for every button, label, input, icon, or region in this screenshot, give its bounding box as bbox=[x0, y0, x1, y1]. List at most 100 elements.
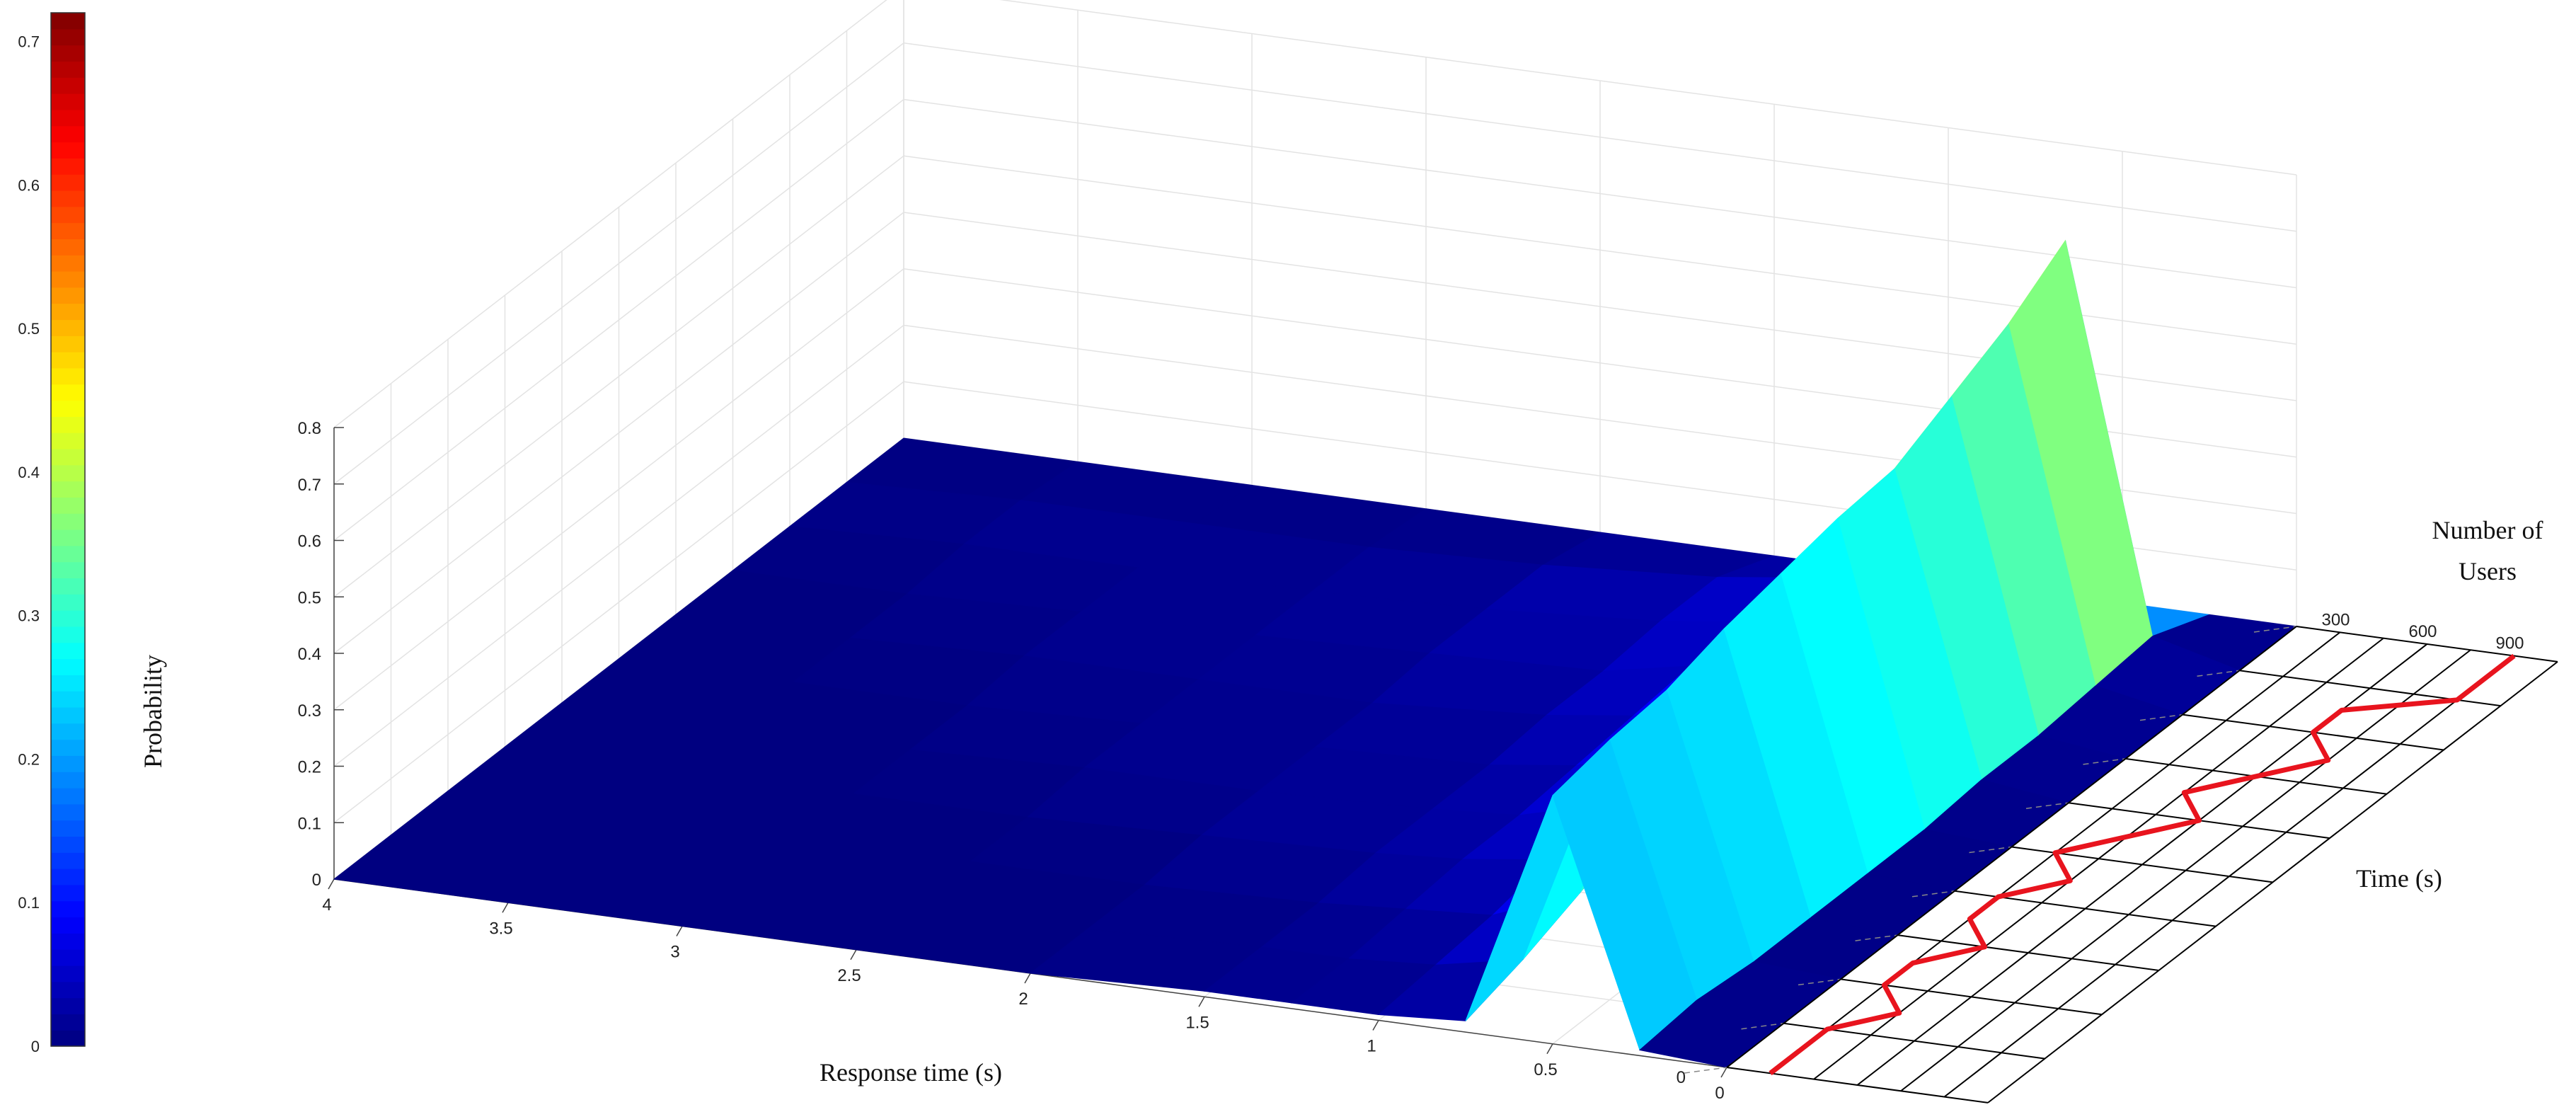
z-tick-label: 0.5 bbox=[298, 588, 321, 607]
x-tick-label: 3.5 bbox=[489, 919, 512, 938]
y-axis-label: Time (s) bbox=[2356, 864, 2442, 893]
colorbar-tick-label: 0.6 bbox=[18, 176, 40, 194]
colorbar-step bbox=[51, 352, 85, 369]
colorbar-step bbox=[51, 513, 85, 530]
z-tick-label: 0.6 bbox=[298, 532, 321, 551]
x-tick-mark bbox=[1720, 1067, 1727, 1078]
floor-connector bbox=[1798, 978, 1841, 986]
colorbar-step bbox=[51, 336, 85, 352]
z-tick-label: 0.1 bbox=[298, 814, 321, 833]
colorbar-step bbox=[51, 869, 85, 885]
x-axis-label: Response time (s) bbox=[820, 1058, 1002, 1087]
colorbar-step bbox=[51, 788, 85, 805]
colorbar-tick-label: 0.1 bbox=[18, 894, 40, 912]
colorbar-step bbox=[51, 28, 85, 46]
floor-connector bbox=[1911, 890, 1955, 898]
colorbar-step bbox=[51, 820, 85, 837]
colorbar-step bbox=[51, 803, 85, 821]
floor-col-line bbox=[1726, 626, 2297, 1068]
x-tick-mark bbox=[1024, 973, 1031, 984]
colorbar-step bbox=[51, 836, 85, 853]
colorbar-step bbox=[51, 222, 85, 239]
z-tick-label: 0.3 bbox=[298, 701, 321, 721]
colorbar-step bbox=[51, 675, 85, 692]
floor-connector bbox=[1969, 846, 2012, 854]
colorbar-step bbox=[51, 367, 85, 385]
floor-connector bbox=[1855, 934, 1898, 941]
users-floor-grid: 900 600 300 bbox=[1684, 610, 2558, 1104]
z-tick-label: 0.7 bbox=[298, 476, 321, 495]
colorbar-step bbox=[51, 884, 85, 902]
colorbar-step bbox=[51, 578, 85, 595]
colorbar-step bbox=[51, 190, 85, 207]
colorbar-step bbox=[51, 626, 85, 643]
colorbar-step bbox=[51, 772, 85, 789]
x-tick-label: 0.5 bbox=[1534, 1060, 1557, 1079]
floor-col-line bbox=[1900, 649, 2471, 1092]
colorbar-step bbox=[51, 497, 85, 514]
colorbar-step bbox=[51, 706, 85, 724]
colorbar-step bbox=[51, 319, 85, 336]
x-tick-label: 3 bbox=[670, 943, 679, 962]
colorbar-tick-label: 0.3 bbox=[18, 607, 40, 625]
colorbar-step bbox=[51, 965, 85, 982]
probability-surface bbox=[333, 239, 2298, 1068]
colorbar-step bbox=[51, 755, 85, 772]
colorbar-step bbox=[51, 255, 85, 272]
colorbar-step bbox=[51, 271, 85, 288]
floor-col-line bbox=[1987, 661, 2558, 1104]
colorbar-step bbox=[51, 416, 85, 433]
colorbar-step bbox=[51, 691, 85, 708]
colorbar-step bbox=[51, 642, 85, 660]
colorbar-step bbox=[51, 1014, 85, 1031]
floor-col-line bbox=[1943, 655, 2515, 1098]
users-tick-label: 600 bbox=[2408, 622, 2437, 641]
users-label-line1: Number of bbox=[2432, 516, 2543, 544]
x-tick-mark bbox=[1546, 1043, 1553, 1055]
colorbar-step bbox=[51, 77, 85, 94]
colorbar-tick-label: 0.7 bbox=[18, 33, 40, 51]
colorbar-step bbox=[51, 852, 85, 869]
colorbar-tick-label: 0 bbox=[31, 1038, 40, 1055]
z-tick-label: 0.2 bbox=[298, 758, 321, 777]
floor-col-line bbox=[1813, 637, 2384, 1080]
floor-connector bbox=[1684, 1067, 1727, 1074]
colorbar-step bbox=[51, 997, 85, 1014]
colorbar-step bbox=[51, 45, 85, 62]
colorbar-step bbox=[51, 142, 85, 159]
users-tick-label: 300 bbox=[2321, 610, 2350, 629]
z-tick-label: 0 bbox=[312, 871, 321, 890]
x-tick-mark bbox=[502, 902, 509, 913]
x-tick-mark bbox=[1198, 996, 1205, 1007]
x-tick-label: 4 bbox=[322, 895, 331, 915]
users-tick-label: 900 bbox=[2495, 634, 2524, 653]
x-tick-label: 2.5 bbox=[837, 966, 861, 985]
x-tick-label: 1 bbox=[1367, 1037, 1376, 1056]
colorbar-step bbox=[51, 432, 85, 449]
colorbar-step bbox=[51, 206, 85, 224]
colorbar-step bbox=[51, 594, 85, 611]
users-label-line2: Users bbox=[2459, 557, 2517, 585]
colorbar-step bbox=[51, 13, 85, 30]
colorbar-tick-label: 0.5 bbox=[18, 320, 40, 338]
colorbar: 0 0.1 0.2 0.3 0.4 0.5 0.6 0.7 bbox=[18, 12, 86, 1055]
floor-connector bbox=[2197, 670, 2240, 677]
colorbar-step bbox=[51, 529, 85, 546]
z-axis-label: Probability bbox=[139, 655, 167, 768]
colorbar-step bbox=[51, 93, 85, 110]
x-tick-label: 2 bbox=[1018, 990, 1028, 1009]
colorbar-step bbox=[51, 109, 85, 127]
colorbar-step bbox=[51, 981, 85, 999]
colorbar-step bbox=[51, 545, 85, 563]
colorbar-step bbox=[51, 174, 85, 191]
colorbar-frame bbox=[50, 12, 86, 1047]
users-profile-line bbox=[1769, 653, 2516, 1076]
x-tick-mark bbox=[1372, 1020, 1379, 1031]
floor-connector bbox=[1741, 1022, 1784, 1030]
colorbar-step bbox=[51, 287, 85, 304]
colorbar-step bbox=[51, 933, 85, 950]
x-tick-label: 1.5 bbox=[1185, 1013, 1209, 1032]
floor-connector bbox=[2139, 713, 2183, 721]
colorbar-step bbox=[51, 303, 85, 321]
